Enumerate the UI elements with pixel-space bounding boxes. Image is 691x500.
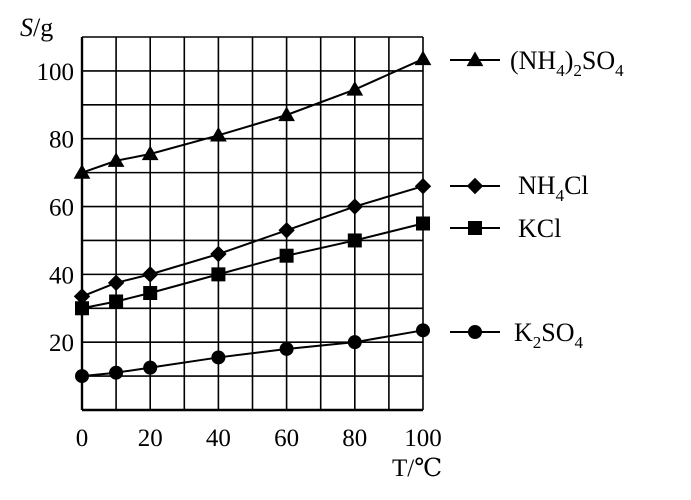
y-tick-labels: 20 40 60 80 100 [37, 59, 75, 357]
data-point-nh4_2so4 [210, 126, 227, 142]
data-point-k2so4 [75, 369, 89, 384]
y-tick-label: 60 [49, 195, 74, 222]
y-tick-label: 100 [37, 59, 75, 86]
x-tick-label: 0 [76, 425, 89, 452]
x-tick-labels: 0 20 40 60 80 100 [76, 425, 442, 452]
legend-marker-nh4_2so4 [466, 51, 484, 67]
data-point-k2so4 [416, 323, 430, 338]
series-kcl [75, 216, 430, 316]
data-point-kcl [279, 248, 294, 263]
data-point-k2so4 [347, 335, 362, 350]
series-k2so4 [75, 323, 430, 384]
data-point-nh4cl [141, 266, 159, 283]
y-tick-label: 80 [49, 127, 74, 154]
data-point-nh4cl [210, 245, 227, 263]
data-point-kcl [347, 233, 362, 248]
x-tick-label: 20 [138, 425, 163, 452]
series-nh4cl [73, 177, 432, 305]
y-axis-label-var: S [20, 13, 33, 42]
data-point-kcl [211, 267, 226, 282]
y-tick-label: 40 [49, 262, 74, 289]
data-point-nh4cl [346, 198, 364, 215]
data-point-nh4_2so4 [414, 50, 432, 66]
data-point-nh4_2so4 [73, 164, 91, 179]
x-axis-label: T/℃ [392, 455, 442, 482]
series-layer [73, 50, 432, 384]
legend-label-kcl: KCl [518, 214, 561, 243]
x-tick-label: 100 [404, 425, 442, 452]
data-point-nh4_2so4 [107, 152, 125, 167]
data-point-nh4cl [278, 222, 295, 239]
x-tick-label: 40 [206, 425, 231, 452]
y-axis-label: S/g [20, 13, 53, 42]
data-point-nh4cl [107, 274, 125, 292]
data-point-k2so4 [143, 360, 158, 375]
x-tick-label: 80 [342, 425, 367, 452]
y-tick-label: 20 [49, 330, 74, 357]
data-point-nh4_2so4 [141, 145, 159, 161]
legend-label-nh4cl: NH4Cl [518, 171, 589, 205]
legend-item-nh4cl: NH4Cl [450, 171, 589, 205]
legend-item-k2so4: K2SO4 [450, 318, 584, 352]
legend-marker-k2so4 [468, 325, 482, 339]
data-point-kcl [75, 301, 89, 316]
data-point-nh4cl [414, 177, 432, 195]
legend-marker-nh4cl [466, 177, 484, 195]
legend-label-nh4-2so4: (NH4)2SO4 [510, 46, 624, 80]
data-point-kcl [416, 216, 430, 231]
data-point-nh4_2so4 [346, 81, 364, 96]
data-point-k2so4 [279, 341, 294, 356]
data-point-k2so4 [211, 350, 226, 365]
data-point-k2so4 [109, 365, 124, 380]
legend-marker-kcl [468, 221, 482, 235]
data-point-kcl [143, 286, 158, 301]
legend-item-nh4-2so4: (NH4)2SO4 [450, 46, 624, 80]
x-tick-label: 60 [274, 425, 299, 452]
legend-item-kcl: KCl [450, 214, 561, 243]
y-axis-label-unit: /g [33, 13, 53, 42]
data-point-nh4_2so4 [278, 106, 295, 122]
data-point-kcl [109, 294, 124, 309]
legend: (NH4)2SO4 NH4Cl KCl K2SO4 [450, 46, 624, 352]
grid [80, 36, 424, 412]
series-nh4_2so4 [73, 50, 432, 179]
legend-label-k2so4: K2SO4 [514, 318, 584, 352]
